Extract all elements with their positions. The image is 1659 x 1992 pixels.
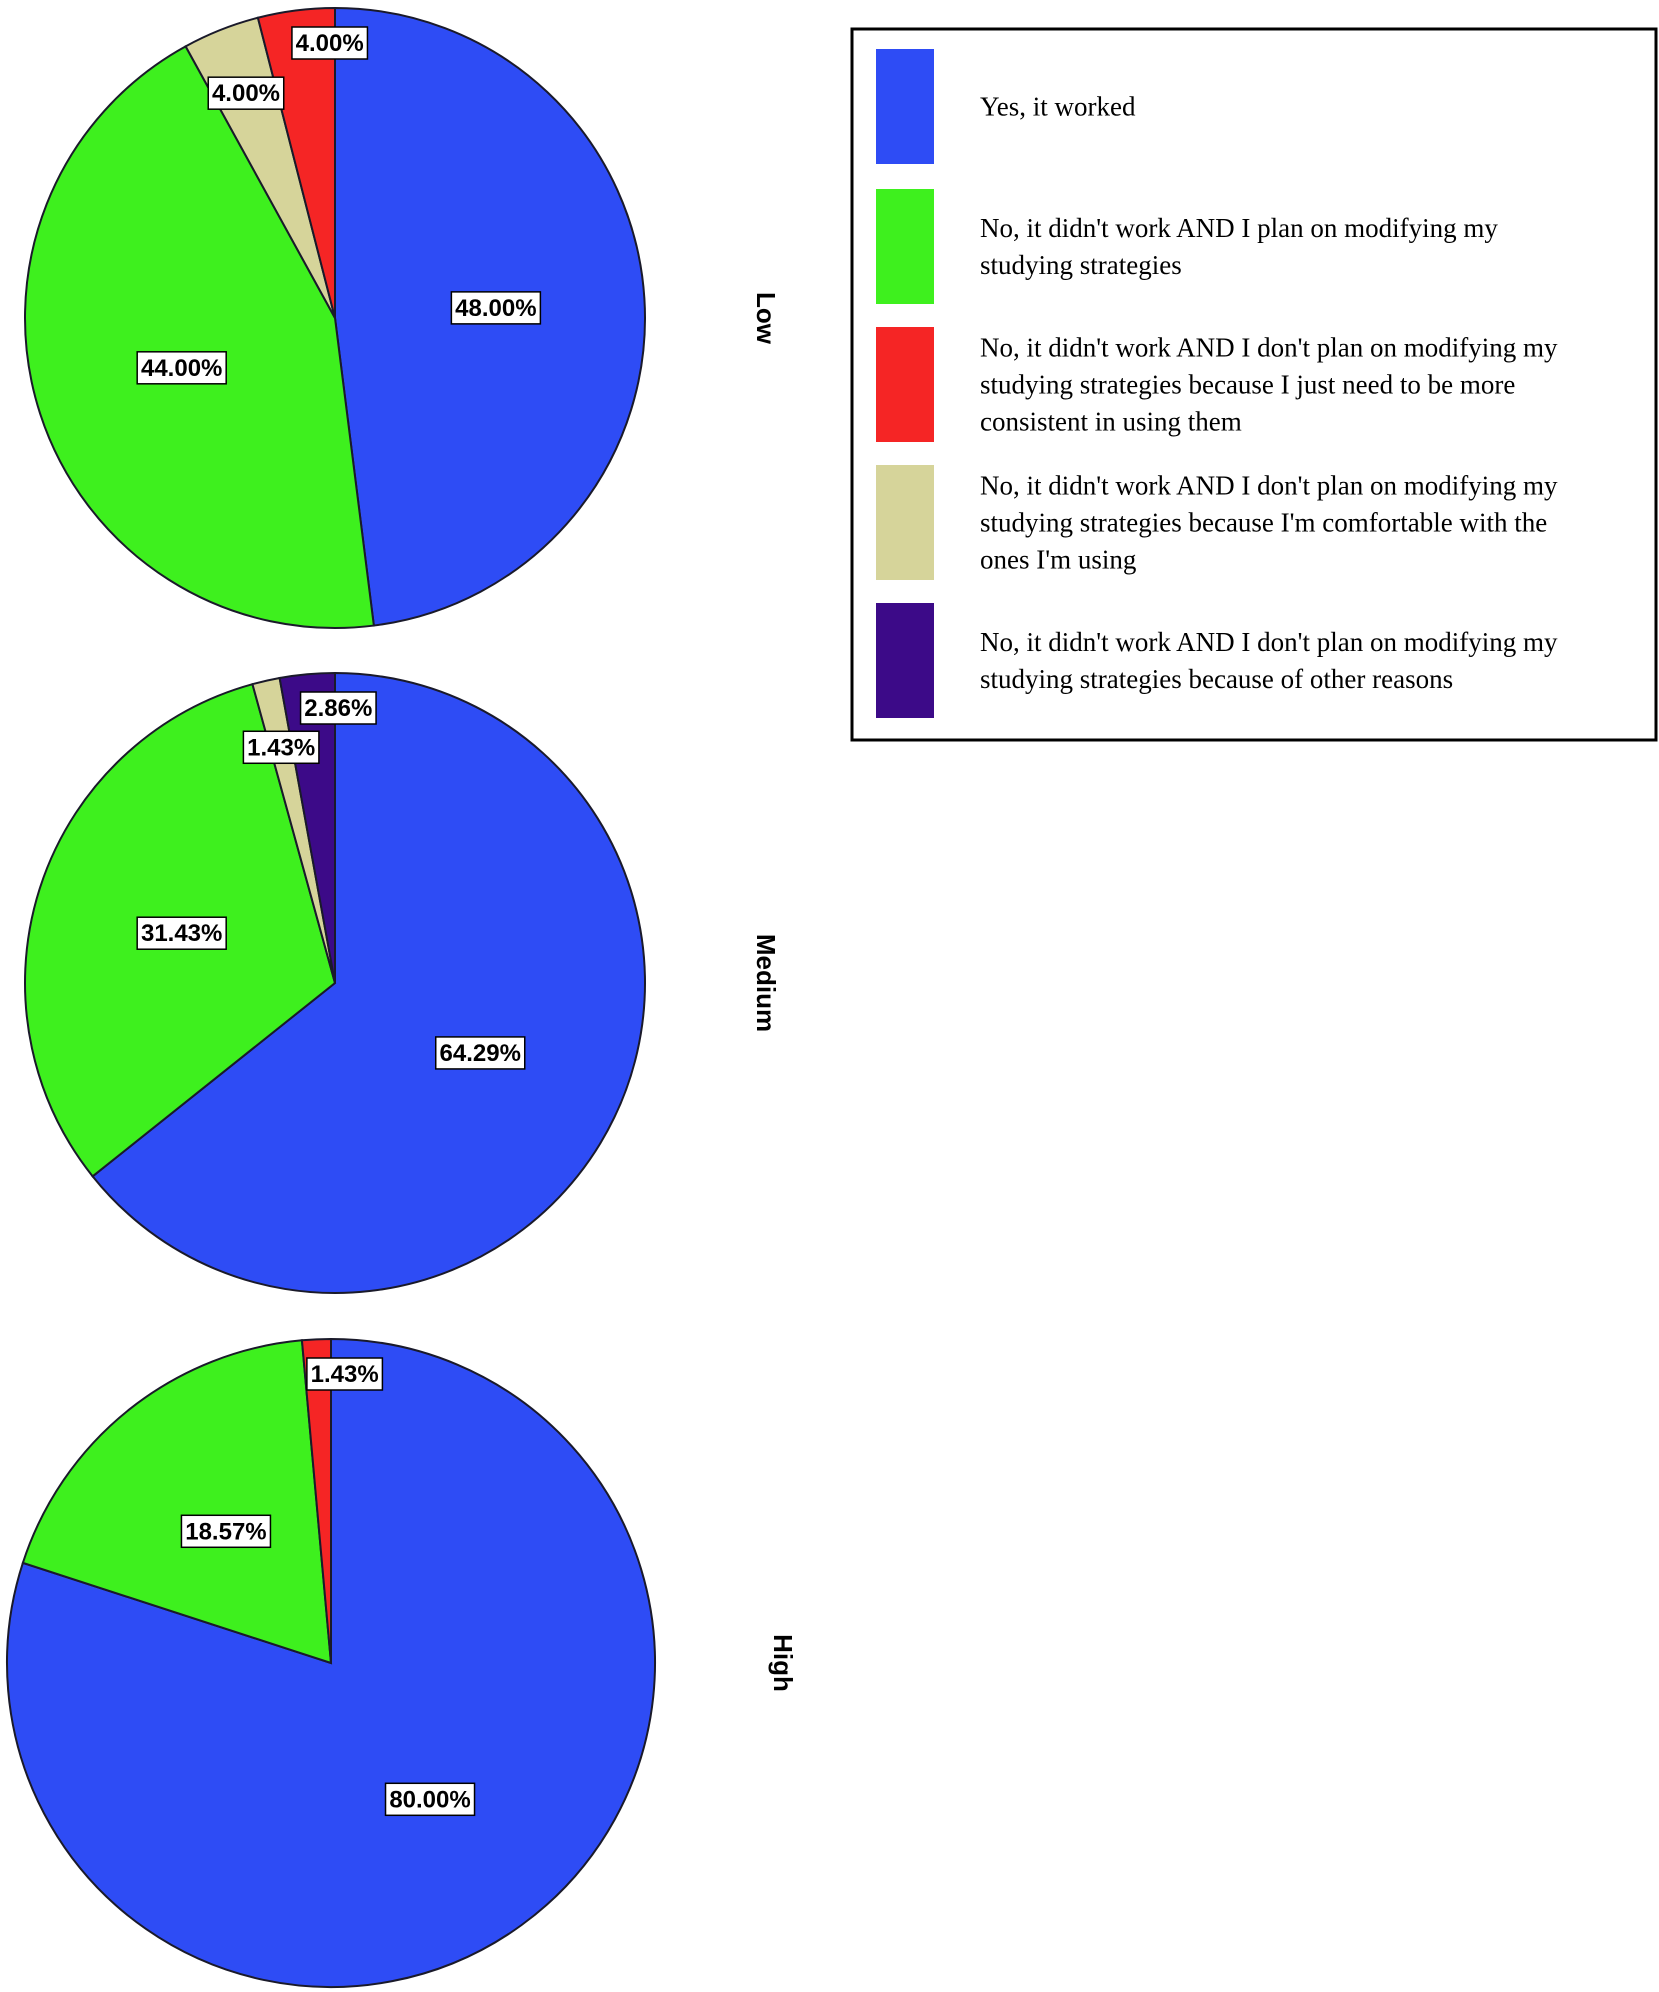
data-label: 18.57% — [180, 1514, 272, 1549]
pies-group: 48.00% 44.00% 4.00% 4.00% Low 64.29% 31.43% 1.4… — [6, 6, 798, 1988]
svg-text:80.00%: 80.00% — [389, 1786, 470, 1813]
legend-label-line: No, it didn't work AND I don't plan on m… — [980, 627, 1558, 657]
legend-label-line: studying strategies because I just need … — [980, 370, 1515, 400]
legend-swatch — [876, 465, 934, 580]
data-label: 1.43% — [306, 1357, 384, 1391]
legend-item-comfortable: No, it didn't work AND I don't plan on m… — [876, 465, 1558, 580]
svg-text:2.86%: 2.86% — [304, 695, 372, 722]
pie-high: 80.00% 18.57% 1.43% — [6, 1337, 656, 1988]
legend-item-consistent: No, it didn't work AND I don't plan on m… — [876, 327, 1558, 442]
svg-text:64.29%: 64.29% — [440, 1040, 521, 1067]
legend-label-line: Yes, it worked — [980, 92, 1136, 122]
legend-swatch — [876, 189, 934, 304]
legend-item-other: No, it didn't work AND I don't plan on m… — [876, 603, 1558, 718]
legend-label-line: studying strategies because I'm comforta… — [980, 508, 1547, 538]
legend-label-line: consistent in using them — [980, 407, 1242, 437]
svg-text:4.00%: 4.00% — [212, 80, 280, 107]
legend-label-line: No, it didn't work AND I don't plan on m… — [980, 333, 1558, 363]
data-label: 44.00% — [136, 351, 227, 385]
legend-swatch — [876, 603, 934, 718]
pie-slice-plan_modify — [21, 1339, 333, 1665]
legend: Yes, it worked No, it didn't work AND I p… — [850, 27, 1658, 742]
data-label: 4.00% — [291, 26, 369, 60]
svg-text:1.43%: 1.43% — [311, 1361, 379, 1388]
data-label: 4.00% — [207, 76, 285, 110]
legend-label-line: No, it didn't work AND I don't plan on m… — [980, 471, 1558, 501]
data-label: 31.43% — [136, 916, 227, 950]
data-label: 48.00% — [450, 291, 542, 325]
group-label-low: Low — [751, 292, 781, 345]
svg-text:31.43%: 31.43% — [141, 920, 222, 947]
pie-slice-plan_modify — [24, 44, 375, 629]
legend-frame — [850, 27, 1658, 742]
pie-slice-yes — [91, 671, 646, 1294]
pie-low: 48.00% 44.00% 4.00% 4.00% — [24, 6, 646, 629]
svg-text:44.00%: 44.00% — [141, 355, 222, 382]
legend-swatch — [876, 327, 934, 442]
legend-swatch — [876, 49, 934, 164]
legend-label-line: studying strategies because of other rea… — [980, 664, 1453, 694]
svg-text:1.43%: 1.43% — [247, 734, 315, 761]
svg-text:4.00%: 4.00% — [296, 30, 364, 57]
data-label: 80.00% — [384, 1782, 476, 1817]
group-label-medium: Medium — [751, 934, 781, 1032]
svg-text:48.00%: 48.00% — [455, 295, 536, 322]
legend-item-plan_modify: No, it didn't work AND I plan on modifyi… — [876, 189, 1498, 304]
pie-medium: 64.29% 31.43% 1.43% 2.86% — [24, 671, 646, 1294]
pie-slice-consistent — [300, 1337, 332, 1664]
data-label: 64.29% — [434, 1036, 526, 1070]
legend-label-line: ones I'm using — [980, 545, 1136, 575]
data-label: 2.86% — [299, 691, 377, 725]
svg-text:18.57%: 18.57% — [185, 1518, 266, 1545]
group-label-high: High — [768, 1634, 798, 1692]
data-label: 1.43% — [242, 730, 320, 765]
legend-label-line: No, it didn't work AND I plan on modifyi… — [980, 213, 1498, 243]
legend-label-line: studying strategies — [980, 250, 1182, 280]
legend-item-yes: Yes, it worked — [876, 49, 1136, 164]
